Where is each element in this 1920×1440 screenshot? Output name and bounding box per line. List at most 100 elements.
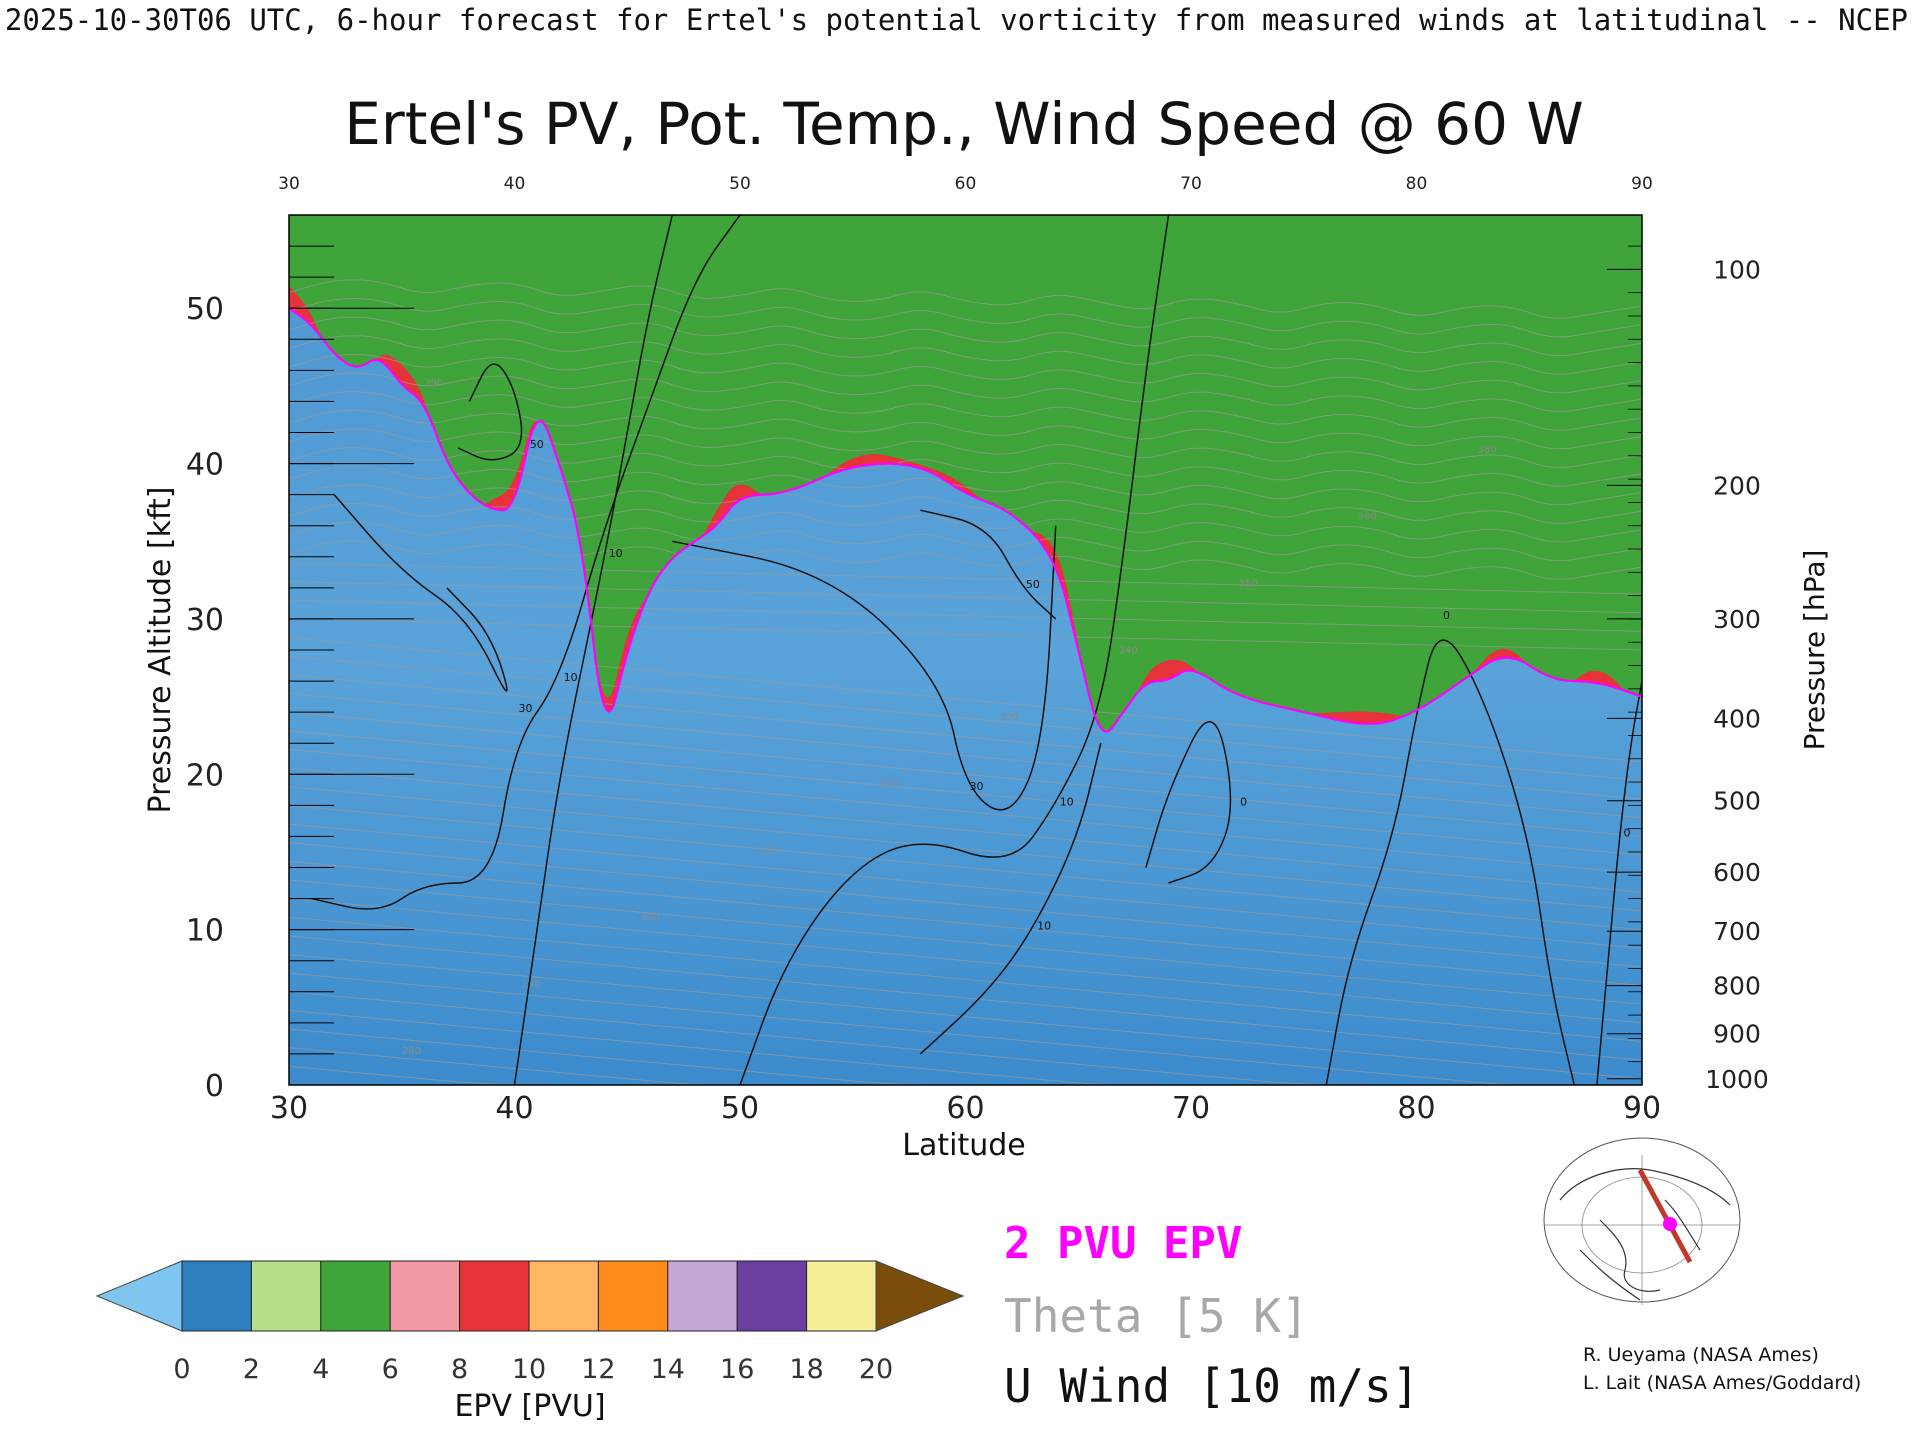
y-right-tick-label: 400 <box>1713 704 1761 733</box>
wind-contour-label: 10 <box>1037 920 1051 933</box>
wind-contour-line <box>1596 680 1642 1085</box>
theta-contour-line <box>289 599 1642 632</box>
theta-contour-label: 310 <box>760 846 779 857</box>
legend-annotations: 2 PVU EPV Theta [5 K] U Wind [10 m/s] <box>1004 1218 1419 1413</box>
colorbar: 0 2 4 6 8 10 12 14 16 18 20 EPV [PVU] <box>95 1260 965 1424</box>
y-right-tick-label: 300 <box>1713 605 1761 634</box>
theta-contour-line <box>289 1065 1642 1085</box>
theta-contour-line <box>289 916 1642 1042</box>
y-tick-label: 20 <box>186 758 224 793</box>
theta-contour-line <box>289 637 1642 763</box>
colorbar-box <box>250 1260 322 1332</box>
wind-contour-label: 10 <box>609 547 623 560</box>
theta-contour-label: 390 <box>424 378 443 389</box>
theta-contour-line <box>289 842 1642 968</box>
theta-contour-line <box>289 618 1642 651</box>
x-tick-label-top: 70 <box>1180 174 1202 194</box>
colorbar-tick-label: 10 <box>512 1354 546 1385</box>
x-axis-label: Latitude <box>902 1128 1025 1163</box>
theta-contour-line <box>289 1028 1642 1085</box>
map-location-marker <box>1663 1217 1677 1231</box>
chart-title: Ertel's PV, Pot. Temp., Wind Speed @ 60 … <box>344 90 1584 158</box>
location-map-inset <box>1543 1137 1741 1305</box>
x-tick-label: 80 <box>1397 1091 1435 1126</box>
wind-contour-label: 50 <box>1026 578 1040 591</box>
x-tick-label: 40 <box>495 1091 533 1126</box>
theta-contour-line <box>289 804 1642 931</box>
x-tick-label: 50 <box>721 1091 759 1126</box>
y-right-tick-label: 900 <box>1713 1020 1761 1049</box>
theta-contour-label: 380 <box>1477 445 1496 456</box>
legend-annotation: U Wind [10 m/s] <box>1004 1359 1419 1413</box>
x-tick-label-top: 30 <box>278 174 300 194</box>
theta-contour-label: 280 <box>402 1046 421 1057</box>
theta-contour-line <box>289 279 1642 319</box>
wind-contour-label: 30 <box>970 780 984 793</box>
theta-contour-line <box>289 991 1642 1085</box>
colorbar-tick-label: 20 <box>859 1354 893 1385</box>
x-tick-label: 70 <box>1172 1091 1210 1126</box>
theta-contour-label: 290 <box>521 979 540 990</box>
y-right-tick-label: 500 <box>1713 787 1761 816</box>
theta-contour-line <box>289 711 1642 837</box>
theta-contour-line <box>289 1047 1642 1085</box>
theta-contour-line <box>289 581 1642 614</box>
theta-contour-line <box>289 954 1642 1080</box>
y-tick-label: 30 <box>186 603 224 638</box>
x-tick-label-top: 80 <box>1406 174 1428 194</box>
x-axis-bottom: 30 40 50 60 70 80 90 <box>270 1091 1661 1126</box>
theta-contour-line <box>289 428 1642 468</box>
legend-annotation: Theta [5 K] <box>1004 1289 1309 1343</box>
y-right-tick-label: 200 <box>1713 471 1761 500</box>
y-axis-label-right: Pressure [hPa] <box>1798 550 1831 751</box>
colorbar-tick-label: 8 <box>451 1354 468 1385</box>
colorbar-box <box>806 1260 877 1332</box>
x-tick-label-top: 40 <box>504 174 526 194</box>
theta-contour-line <box>289 316 1642 357</box>
colorbar-tick-label: 4 <box>312 1354 329 1385</box>
theta-contour-line <box>289 898 1642 1024</box>
theta-contour-line <box>289 353 1642 394</box>
theta-contour-label: 330 <box>999 712 1018 723</box>
theta-contour-line <box>289 540 1642 580</box>
wind-contour-label: 30 <box>519 702 533 715</box>
theta-contour-line <box>289 767 1642 893</box>
wind-contour-line <box>919 743 1102 1055</box>
theta-contour-line <box>289 935 1642 1061</box>
wind-contour-line <box>333 494 508 692</box>
colorbar-tick-label: 0 <box>173 1354 190 1385</box>
theta-contour-line <box>289 786 1642 912</box>
colorbar-tick-label: 12 <box>581 1354 615 1385</box>
theta-contour-label: 340 <box>1119 645 1138 656</box>
x-axis-top: 30 40 50 60 70 80 90 <box>278 174 1653 194</box>
colorbar-box <box>389 1260 461 1332</box>
theta-contour-line <box>289 335 1642 375</box>
colorbar-box <box>320 1260 391 1332</box>
credit-line-1: R. Ueyama (NASA Ames) <box>1583 1344 1819 1366</box>
x-tick-label-top: 50 <box>729 174 751 194</box>
y-tick-label: 40 <box>186 448 224 483</box>
x-tick-label-top: 90 <box>1631 174 1653 194</box>
x-tick-label: 90 <box>1623 1091 1661 1126</box>
wind-contour-line <box>457 363 523 461</box>
y-axis-right: 100 200 300 400 500 600 700 800 900 1000 <box>1607 245 1769 1094</box>
y-axis-label-left: Pressure Altitude [kft] <box>143 487 178 814</box>
map-coastlines <box>1559 1168 1731 1301</box>
theta-contour-line <box>289 503 1642 543</box>
wind-contour-line <box>311 215 741 910</box>
colorbar-box <box>459 1260 530 1332</box>
theta-contour-line <box>289 823 1642 949</box>
theta-contour-line <box>289 860 1642 987</box>
legend-annotation: 2 PVU EPV <box>1004 1218 1242 1269</box>
theta-contour-line <box>289 484 1642 524</box>
y-tick-label: 0 <box>205 1069 224 1104</box>
theta-contour-line <box>289 674 1642 800</box>
colorbar-label: EPV [PVU] <box>454 1389 605 1424</box>
colorbar-tick-label: 14 <box>651 1354 685 1385</box>
theta-contour-line <box>289 562 1642 595</box>
wind-contour-label: 50 <box>530 438 544 451</box>
theta-contour-label: 360 <box>1358 512 1377 523</box>
